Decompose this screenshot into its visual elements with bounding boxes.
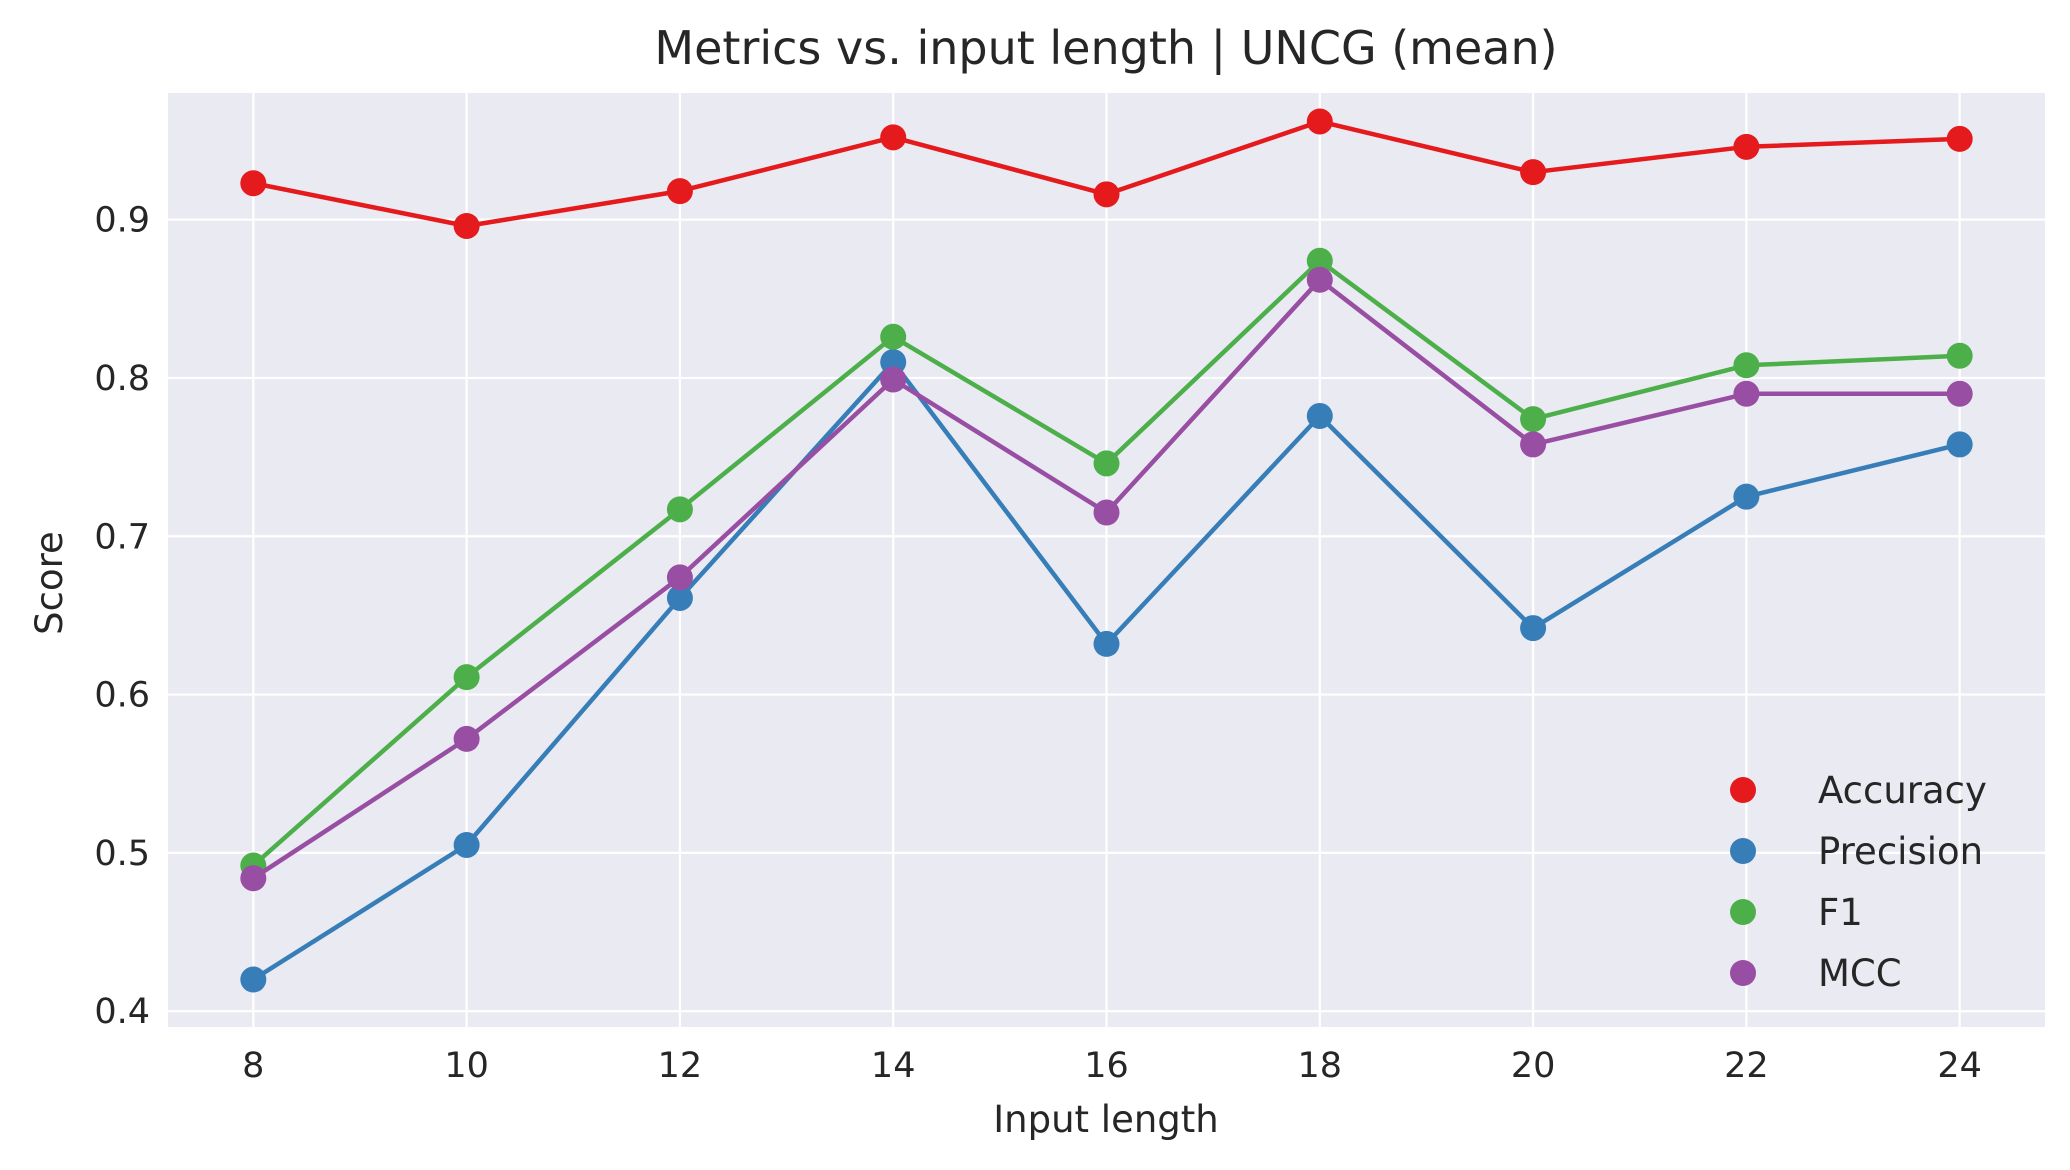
y-axis-ticks: 0.4 0.5 0.6 0.7 0.8 0.9 xyxy=(94,201,150,1033)
x-axis-ticks: 8 10 12 14 16 18 20 22 24 xyxy=(242,1046,1982,1086)
x-tick-label: 8 xyxy=(242,1046,264,1086)
x-tick-label: 14 xyxy=(871,1046,916,1086)
legend-marker-precision xyxy=(1730,838,1756,864)
data-point-precision xyxy=(1946,431,1973,458)
data-point-f1 xyxy=(1306,247,1333,274)
data-point-f1 xyxy=(1733,352,1760,379)
data-point-precision xyxy=(666,584,693,611)
legend-marker-accuracy xyxy=(1730,777,1756,803)
data-point-f1 xyxy=(880,323,907,350)
x-tick-label: 12 xyxy=(658,1046,703,1086)
data-point-precision xyxy=(1733,483,1760,510)
x-tick-label: 18 xyxy=(1298,1046,1343,1086)
data-point-accuracy xyxy=(880,124,907,151)
legend-label-f1: F1 xyxy=(1818,891,1863,934)
data-point-accuracy xyxy=(1733,133,1760,160)
y-tick-label: 0.9 xyxy=(94,201,150,241)
x-tick-label: 20 xyxy=(1511,1046,1556,1086)
data-point-mcc xyxy=(880,366,907,393)
x-tick-label: 22 xyxy=(1724,1046,1769,1086)
legend-item-mcc: MCC xyxy=(1730,952,1902,995)
y-tick-label: 0.7 xyxy=(94,517,150,557)
legend-label-precision: Precision xyxy=(1818,830,1983,873)
series-accuracy xyxy=(240,108,1973,239)
data-point-accuracy xyxy=(1306,108,1333,135)
data-point-precision xyxy=(1306,402,1333,429)
data-point-precision xyxy=(1093,630,1120,657)
data-point-mcc xyxy=(1093,499,1120,526)
data-point-accuracy xyxy=(666,178,693,205)
data-point-mcc xyxy=(1733,380,1760,407)
legend-item-f1: F1 xyxy=(1730,891,1863,934)
data-point-accuracy xyxy=(1093,181,1120,208)
data-point-accuracy xyxy=(240,170,267,197)
legend-item-accuracy: Accuracy xyxy=(1730,769,1987,812)
x-tick-label: 24 xyxy=(1937,1046,1982,1086)
legend: Accuracy Precision F1 MCC xyxy=(1730,769,1987,995)
data-point-mcc xyxy=(666,564,693,591)
chart-title: Metrics vs. input length | UNCG (mean) xyxy=(654,21,1557,76)
data-point-precision xyxy=(1520,615,1547,642)
data-point-f1 xyxy=(666,496,693,523)
data-point-f1 xyxy=(1946,342,1973,369)
data-point-f1 xyxy=(1520,406,1547,433)
data-point-accuracy xyxy=(1946,125,1973,152)
data-point-mcc xyxy=(453,725,480,752)
legend-label-accuracy: Accuracy xyxy=(1818,769,1987,812)
data-point-mcc xyxy=(1520,431,1547,458)
x-tick-label: 16 xyxy=(1084,1046,1129,1086)
y-tick-label: 0.8 xyxy=(94,359,150,399)
legend-marker-f1 xyxy=(1730,899,1756,925)
legend-item-precision: Precision xyxy=(1730,830,1983,873)
data-point-precision xyxy=(453,831,480,858)
series-layer xyxy=(240,108,1973,993)
y-tick-label: 0.4 xyxy=(94,992,150,1032)
data-point-precision xyxy=(240,966,267,993)
data-point-mcc xyxy=(240,865,267,892)
series-f1 xyxy=(240,247,1973,879)
y-tick-label: 0.6 xyxy=(94,676,150,716)
data-point-mcc xyxy=(1306,266,1333,293)
legend-label-mcc: MCC xyxy=(1818,952,1902,995)
legend-marker-mcc xyxy=(1730,960,1756,986)
y-axis-label: Score xyxy=(28,531,71,635)
y-tick-label: 0.5 xyxy=(94,834,150,874)
data-point-f1 xyxy=(453,664,480,691)
data-point-accuracy xyxy=(1520,159,1547,186)
x-tick-label: 10 xyxy=(444,1046,489,1086)
x-axis-label: Input length xyxy=(993,1098,1219,1141)
data-point-f1 xyxy=(1093,450,1120,477)
data-point-mcc xyxy=(1946,380,1973,407)
series-mcc xyxy=(240,266,1973,892)
data-point-accuracy xyxy=(453,212,480,239)
